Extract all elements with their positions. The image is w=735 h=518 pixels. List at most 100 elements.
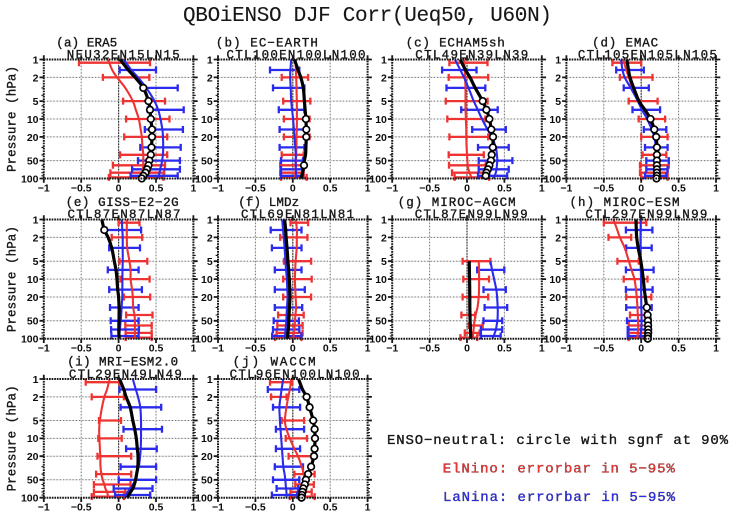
svg-text:1: 1	[539, 183, 545, 195]
svg-text:CTL87EN99LN99: CTL87EN99LN99	[415, 208, 528, 222]
svg-text:100: 100	[369, 334, 387, 346]
svg-text:5: 5	[33, 256, 39, 268]
svg-text:Pressure (hPa): Pressure (hPa)	[6, 385, 20, 491]
svg-text:2: 2	[207, 232, 213, 244]
svg-text:5: 5	[33, 415, 39, 427]
svg-text:100: 100	[21, 173, 39, 185]
svg-text:1: 1	[190, 343, 196, 355]
svg-text:100: 100	[544, 334, 562, 346]
svg-text:−1: −1	[560, 183, 572, 195]
svg-text:1: 1	[365, 502, 371, 514]
svg-text:1: 1	[365, 183, 371, 195]
svg-text:0.5: 0.5	[323, 183, 338, 195]
svg-text:100: 100	[195, 173, 213, 185]
svg-text:−1: −1	[560, 343, 572, 355]
svg-text:CTL29EN49LN49: CTL29EN49LN49	[69, 368, 182, 382]
svg-text:0: 0	[464, 183, 470, 195]
svg-text:50: 50	[549, 156, 561, 168]
svg-text:100: 100	[21, 334, 39, 346]
svg-text:1: 1	[555, 214, 561, 226]
svg-text:0: 0	[290, 343, 296, 355]
svg-text:50: 50	[27, 156, 39, 168]
svg-text:20: 20	[27, 132, 39, 144]
svg-text:100: 100	[195, 493, 213, 505]
svg-text:1: 1	[33, 214, 39, 226]
svg-text:1: 1	[207, 374, 213, 386]
svg-text:0.5: 0.5	[671, 183, 686, 195]
svg-text:1: 1	[713, 343, 719, 355]
svg-text:20: 20	[201, 132, 213, 144]
svg-text:−0.5: −0.5	[419, 183, 440, 195]
svg-text:1: 1	[207, 54, 213, 66]
svg-text:50: 50	[201, 316, 213, 328]
svg-text:2: 2	[33, 72, 39, 84]
svg-text:CTL87EN87LN87: CTL87EN87LN87	[68, 208, 181, 222]
svg-text:1: 1	[713, 183, 719, 195]
svg-text:20: 20	[375, 132, 387, 144]
svg-text:0.5: 0.5	[323, 343, 338, 355]
svg-text:0.5: 0.5	[671, 343, 686, 355]
svg-text:1: 1	[539, 343, 545, 355]
svg-text:1: 1	[207, 214, 213, 226]
svg-text:(d) EMAC: (d) EMAC	[592, 36, 658, 50]
svg-text:50: 50	[201, 156, 213, 168]
svg-text:10: 10	[201, 433, 213, 445]
svg-text:2: 2	[33, 232, 39, 244]
svg-text:−0.5: −0.5	[71, 183, 92, 195]
svg-text:0: 0	[116, 343, 122, 355]
svg-text:50: 50	[375, 316, 387, 328]
svg-text:10: 10	[27, 114, 39, 126]
svg-text:2: 2	[555, 232, 561, 244]
svg-text:(i) MRI−ESM2.0: (i) MRI−ESM2.0	[67, 356, 178, 370]
svg-text:10: 10	[375, 274, 387, 286]
svg-text:2: 2	[207, 72, 213, 84]
svg-text:5: 5	[207, 96, 213, 108]
svg-text:ENSO−neutral: circle with sgnf: ENSO−neutral: circle with sgnf at 90%	[387, 433, 729, 449]
svg-text:1: 1	[190, 183, 196, 195]
svg-text:100: 100	[21, 493, 39, 505]
svg-text:0.5: 0.5	[497, 343, 512, 355]
svg-text:0.5: 0.5	[149, 343, 164, 355]
svg-text:5: 5	[555, 256, 561, 268]
svg-text:2: 2	[33, 392, 39, 404]
svg-text:CTL100EN100LN100: CTL100EN100LN100	[227, 49, 366, 63]
svg-text:(c) ECHAM5sh: (c) ECHAM5sh	[406, 36, 505, 50]
svg-text:20: 20	[201, 292, 213, 304]
svg-text:20: 20	[27, 292, 39, 304]
svg-text:1: 1	[33, 54, 39, 66]
svg-text:−0.5: −0.5	[245, 343, 266, 355]
svg-text:10: 10	[201, 114, 213, 126]
svg-text:10: 10	[549, 274, 561, 286]
svg-text:CTL69EN81LN81: CTL69EN81LN81	[241, 208, 354, 222]
svg-text:0: 0	[116, 183, 122, 195]
svg-text:(e) GISS−E2−2G: (e) GISS−E2−2G	[66, 196, 179, 210]
svg-text:−1: −1	[386, 343, 398, 355]
svg-text:0: 0	[290, 502, 296, 514]
svg-text:100: 100	[369, 173, 387, 185]
svg-text:−1: −1	[38, 343, 50, 355]
svg-text:(g) MIROC−AGCM: (g) MIROC−AGCM	[398, 196, 516, 210]
svg-text:−0.5: −0.5	[245, 183, 266, 195]
svg-text:0: 0	[464, 343, 470, 355]
svg-text:10: 10	[27, 433, 39, 445]
svg-text:1: 1	[381, 54, 387, 66]
svg-text:0: 0	[638, 183, 644, 195]
svg-text:10: 10	[549, 114, 561, 126]
svg-text:50: 50	[27, 316, 39, 328]
svg-text:0: 0	[116, 502, 122, 514]
svg-text:−1: −1	[386, 183, 398, 195]
svg-text:1: 1	[555, 54, 561, 66]
svg-text:20: 20	[375, 292, 387, 304]
svg-text:10: 10	[27, 274, 39, 286]
svg-text:50: 50	[549, 316, 561, 328]
svg-text:10: 10	[375, 114, 387, 126]
svg-text:CTL105EN105LN105: CTL105EN105LN105	[578, 49, 717, 63]
svg-text:QBOiENSO DJF Corr(Ueq50, U60N): QBOiENSO DJF Corr(Ueq50, U60N)	[183, 5, 552, 28]
svg-text:(h) MIROC−ESM: (h) MIROC−ESM	[570, 196, 680, 210]
svg-text:0.5: 0.5	[149, 502, 164, 514]
svg-text:5: 5	[381, 96, 387, 108]
svg-text:(b) EC−EARTH: (b) EC−EARTH	[216, 36, 318, 50]
svg-text:50: 50	[27, 475, 39, 487]
svg-text:100: 100	[544, 173, 562, 185]
svg-text:5: 5	[555, 96, 561, 108]
